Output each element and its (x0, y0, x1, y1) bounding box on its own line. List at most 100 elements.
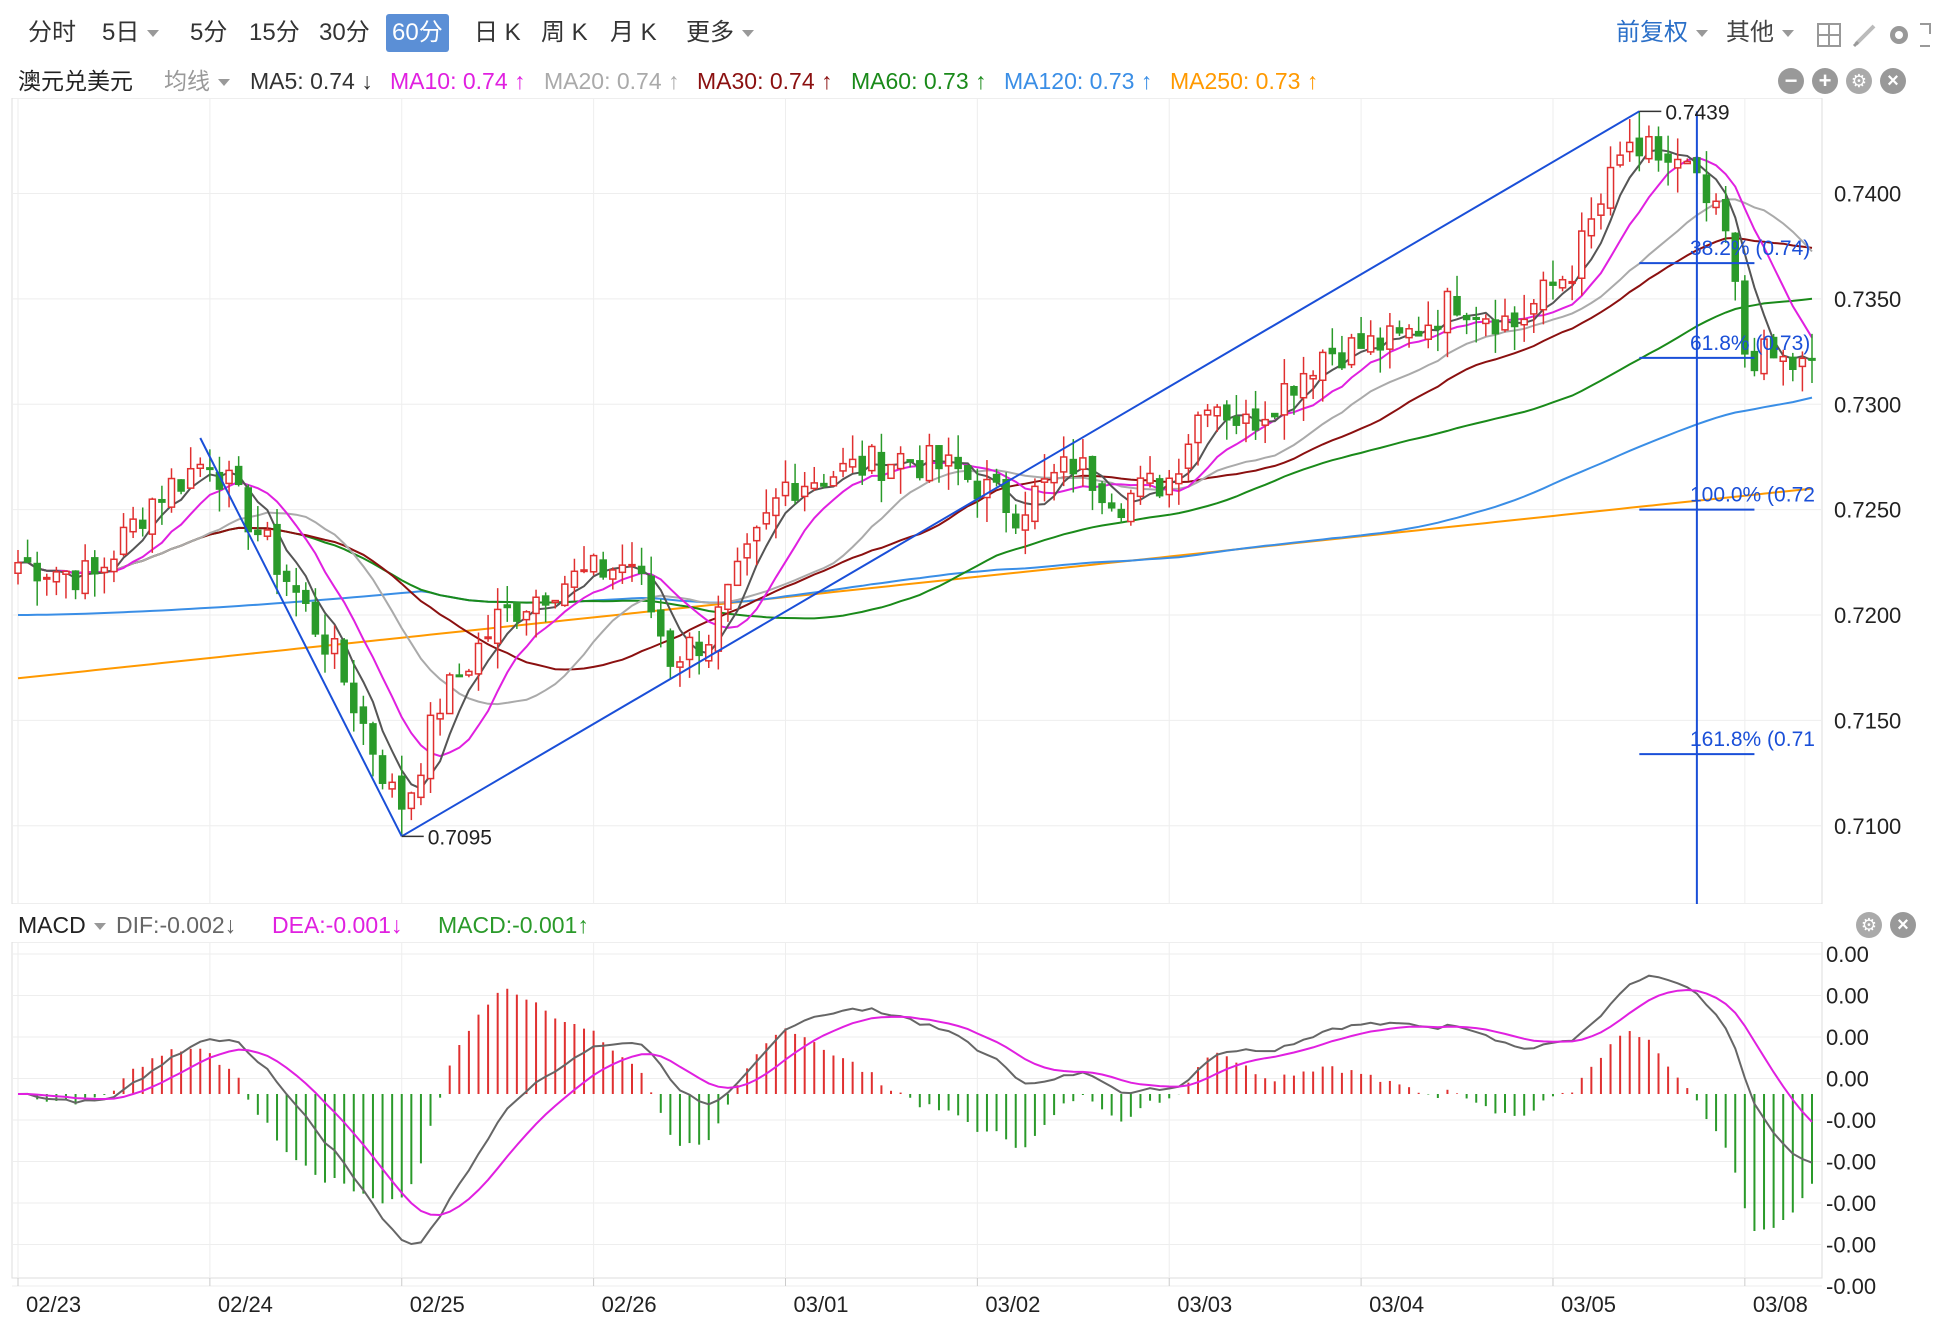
candle-body (378, 755, 387, 784)
y-tick-label: 0.7100 (1834, 814, 1901, 839)
macd-y-tick-label: -0.00 (1826, 1108, 1876, 1133)
fib-level-label: 100.0% (0.72 (1690, 484, 1815, 507)
x-tick-label: 02/24 (218, 1292, 273, 1317)
minus-icon[interactable]: − (1778, 68, 1804, 94)
legend-ma60: MA60: 0.73 ↑ (851, 68, 987, 94)
candle-body (1443, 290, 1452, 334)
candle-body (71, 570, 80, 591)
tab-3[interactable]: 15分 (243, 14, 306, 52)
candle-body (1223, 404, 1231, 421)
grid-icon[interactable] (1816, 22, 1846, 52)
candle-body (704, 644, 713, 662)
gear-icon[interactable]: ⚙ (1856, 912, 1882, 938)
tab-0[interactable]: 分时 (22, 14, 82, 52)
pen-icon[interactable] (1852, 22, 1882, 52)
candle-body (791, 483, 799, 501)
candle-body (1117, 508, 1126, 519)
candle-body (1741, 280, 1749, 355)
candle-body (177, 479, 185, 492)
candle-body (1299, 372, 1308, 399)
candle-body (1175, 473, 1183, 485)
tab-2[interactable]: 5分 (184, 14, 233, 52)
gear-icon[interactable]: ⚙ (1846, 68, 1872, 94)
candle-body (906, 459, 914, 463)
price-plot-area (11, 98, 1823, 904)
x-tick-label: 03/05 (1561, 1292, 1616, 1317)
tab-1[interactable]: 5日 (96, 14, 165, 52)
candle-body (1769, 336, 1778, 359)
settings-icon[interactable] (1886, 22, 1916, 52)
candle-body (148, 498, 157, 535)
close-icon[interactable]: × (1890, 912, 1916, 938)
candle-body (1213, 406, 1221, 417)
x-tick-label: 03/01 (793, 1292, 848, 1317)
candle-body (714, 606, 723, 652)
expand-icon[interactable] (1918, 22, 1934, 52)
candle-body (848, 458, 857, 468)
candle-body (839, 462, 847, 472)
candle-body (1328, 347, 1337, 355)
plus-icon[interactable]: + (1812, 68, 1838, 94)
candle-body (407, 792, 416, 810)
candle-body (1309, 374, 1317, 380)
candle-body (954, 456, 962, 470)
candle-body (167, 477, 176, 508)
candle-body (551, 599, 559, 604)
macd-y-tick-label: 0.00 (1826, 942, 1869, 967)
candle-body (273, 523, 281, 575)
candle-body (685, 636, 694, 661)
candle-body (484, 636, 492, 640)
macd-y-tick-label: -0.00 (1826, 1150, 1876, 1175)
macd-legend: MACD DIF:-0.002↓ DEA:-0.001↓ MACD:-0.001… (0, 908, 1934, 944)
candle-body (1155, 478, 1164, 497)
candle-body (321, 634, 329, 655)
y-tick-label: 0.7300 (1834, 392, 1901, 417)
candle-body (1453, 295, 1461, 316)
ma-type-dropdown[interactable]: 均线 (164, 64, 230, 98)
candle-body (254, 529, 262, 536)
candle-body (186, 467, 195, 489)
candle-body (1127, 492, 1135, 523)
candle-body (772, 497, 780, 517)
tab-7[interactable]: 周 K (535, 14, 594, 52)
tab-6[interactable]: 日 K (468, 14, 527, 52)
tab-9[interactable]: 更多 (680, 14, 760, 52)
x-tick-label: 03/02 (985, 1292, 1040, 1317)
candle-body (1625, 141, 1634, 153)
candle-body (436, 712, 444, 720)
macd-value: MACD:-0.001↑ (438, 912, 589, 938)
candle-body (426, 714, 435, 780)
fib-level-label: 38.2% (0.74) (1690, 237, 1810, 260)
candle-body (1088, 455, 1097, 491)
y-tick-label: 0.7200 (1834, 603, 1901, 628)
candle-body (1654, 136, 1663, 161)
candle-body (532, 596, 540, 615)
candle-body (119, 526, 128, 556)
candle-body (541, 595, 550, 606)
macd-name[interactable]: MACD (18, 908, 106, 942)
legend-ma10: MA10: 0.74 ↑ (390, 68, 526, 94)
adjust-dropdown[interactable]: 前复权 (1616, 16, 1708, 50)
chevron-down-icon (1696, 30, 1708, 38)
candle-body (1146, 472, 1154, 484)
candle-body (388, 781, 396, 790)
candle-body (225, 469, 233, 485)
tab-5[interactable]: 60分 (386, 14, 449, 52)
candle-body (33, 562, 41, 582)
candle-body (580, 569, 588, 573)
candle-body (1271, 412, 1279, 418)
candle-body (925, 444, 934, 482)
symbol-name: 澳元兑美元 (18, 68, 133, 94)
candle-body (1376, 337, 1385, 351)
period-toolbar: 分时 5日 5分 15分 30分 60分 日 K 周 K 月 K 更多 前复权 其他 (0, 0, 1934, 68)
tab-4[interactable]: 30分 (313, 14, 376, 52)
candle-body (877, 451, 886, 481)
candle-body (868, 445, 876, 472)
candle-body (1424, 324, 1433, 340)
close-icon[interactable]: × (1880, 68, 1906, 94)
tab-8[interactable]: 月 K (604, 14, 663, 52)
candle-body (810, 482, 819, 490)
dea-line (18, 988, 1813, 1217)
candle-body (820, 482, 828, 487)
other-dropdown[interactable]: 其他 (1726, 16, 1794, 50)
